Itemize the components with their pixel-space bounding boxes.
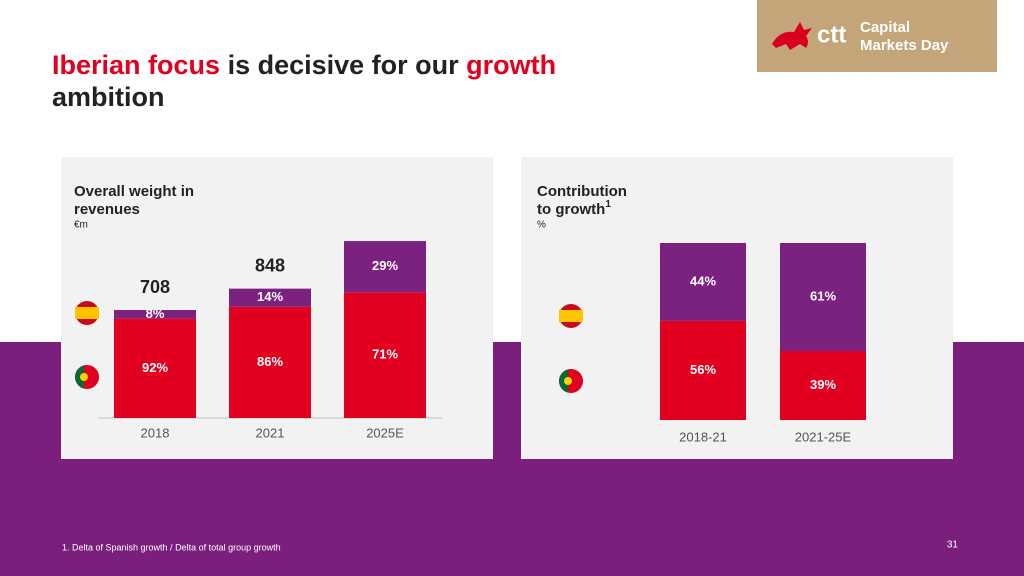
x-tick-label: 2018-21	[679, 429, 727, 444]
title-part: Iberian focus	[52, 50, 220, 80]
bar-segment	[229, 306, 311, 418]
data-label: 86%	[257, 354, 283, 369]
chart-title: Overall weight in	[74, 183, 194, 200]
bar-segment	[660, 243, 746, 321]
bar-segment	[344, 292, 426, 418]
data-label: 44%	[690, 273, 716, 288]
logo-horse	[772, 22, 812, 50]
data-label: 8%	[146, 306, 165, 321]
flags	[75, 301, 583, 393]
bar-segment	[114, 310, 196, 319]
x-tick-label: 2018	[141, 425, 170, 440]
bar-segment	[780, 350, 866, 420]
flag-portugal	[559, 369, 583, 393]
x-tick-label: 2025E	[366, 425, 404, 440]
chart-unit: €m	[74, 220, 88, 231]
footnote-mark: 1	[605, 199, 611, 210]
logo-event: Markets Day	[860, 37, 949, 54]
data-label: 71%	[372, 347, 398, 362]
page-number: 31	[947, 540, 959, 551]
title-part: is decisive for our	[228, 50, 460, 80]
flag-portugal	[75, 365, 99, 389]
chart-unit: %	[537, 220, 546, 231]
bar-segment	[780, 243, 866, 351]
data-label: 29%	[372, 258, 398, 273]
x-tick-label: 2021	[256, 425, 285, 440]
bar-segment	[660, 320, 746, 420]
logo-event: Capital	[860, 19, 910, 36]
data-label: 92%	[142, 360, 168, 375]
total-label: 848	[255, 255, 285, 275]
slide-title: Iberian focus is decisive for our growth	[52, 50, 556, 80]
logo: ctt Capital Markets Day	[757, 0, 997, 72]
chart-title: Contribution	[537, 183, 627, 200]
title-part: growth	[466, 50, 556, 80]
logo-brand: ctt	[817, 21, 846, 48]
data-label: 14%	[257, 289, 283, 304]
chart-title: revenues	[74, 201, 140, 218]
data-label: 56%	[690, 362, 716, 377]
x-tick-label: 2021-25E	[795, 429, 852, 444]
chart-title: to growth1	[537, 199, 611, 218]
slide-title: ambition	[52, 82, 165, 112]
bar-segment	[229, 288, 311, 307]
data-label: 61%	[810, 288, 836, 303]
flag-spain	[559, 304, 583, 328]
flag-spain	[75, 301, 99, 325]
bar-segment	[114, 318, 196, 418]
bar-segment	[344, 241, 426, 293]
data-label: 39%	[810, 377, 836, 392]
total-label: 708	[140, 277, 170, 297]
footnote: 1. Delta of Spanish growth / Delta of to…	[62, 542, 281, 552]
